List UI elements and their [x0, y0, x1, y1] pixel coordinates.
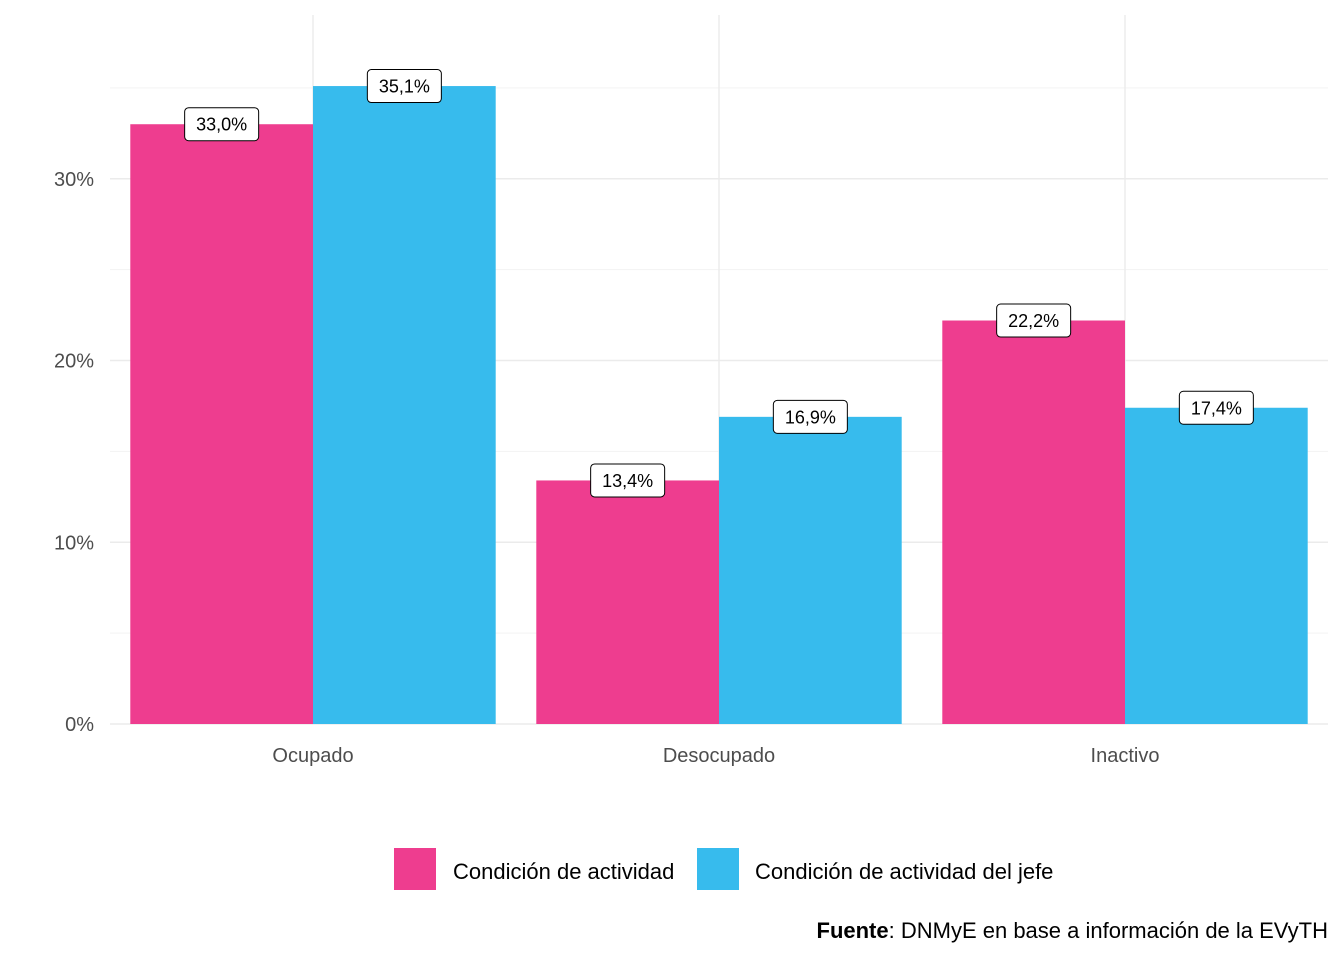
bar-chart: 0% 10% 20% 30% Ocupado Desocupado Inactivo 33…: [54, 15, 1328, 890]
legend-item: Condición de actividad del jefe: [697, 848, 1053, 890]
legend-swatch: [697, 848, 739, 890]
y-tick-label: 20%: [54, 351, 94, 373]
data-label-box: [1178, 390, 1254, 425]
data-label-text: 16,9%: [785, 407, 836, 427]
legend-label: Condición de actividad del jefe: [755, 859, 1053, 884]
y-tick-label: 0%: [65, 714, 94, 736]
data-label-text: 33,0%: [196, 115, 247, 135]
data-label-text: 22,2%: [1008, 311, 1059, 331]
caption-bold-label: Fuente: [816, 918, 889, 943]
data-label: 13,4%: [590, 463, 666, 498]
legend: Condición de actividad Condición de activ…: [394, 848, 1053, 890]
caption-text: : DNMyE en base a información de la EVyT…: [888, 918, 1328, 943]
x-tick-label: Ocupado: [272, 745, 353, 767]
legend-swatch: [394, 848, 436, 890]
y-tick-label: 30%: [54, 169, 94, 191]
data-label: 22,2%: [996, 303, 1072, 338]
y-tick-label: 10%: [54, 532, 94, 554]
x-tick-label: Inactivo: [1091, 745, 1160, 767]
bar: [313, 86, 496, 725]
data-label-text: 35,1%: [379, 77, 430, 97]
data-label: 17,4%: [1178, 390, 1254, 425]
y-axis-tick-labels: 0% 10% 20% 30%: [54, 169, 94, 736]
x-tick-label: Desocupado: [663, 745, 775, 767]
bar: [942, 320, 1125, 724]
x-axis-tick-labels: Ocupado Desocupado Inactivo: [272, 745, 1159, 767]
data-label-box: [996, 303, 1072, 338]
data-labels: 33,0% 35,1% 13,4% 16,9% 22,2% 17,4%: [184, 69, 1254, 498]
data-label: 16,9%: [772, 399, 848, 434]
data-label-text: 13,4%: [602, 471, 653, 491]
data-label-text: 17,4%: [1191, 398, 1242, 418]
legend-label: Condición de actividad: [453, 859, 674, 884]
data-label-box: [590, 463, 666, 498]
source-caption: Fuente: DNMyE en base a información de l…: [817, 918, 1329, 944]
data-label-box: [366, 69, 442, 104]
bar: [719, 416, 902, 724]
data-label-box: [772, 399, 848, 434]
data-label: 33,0%: [184, 107, 260, 142]
data-label: 35,1%: [366, 69, 442, 104]
bar: [1125, 407, 1308, 724]
legend-item: Condición de actividad: [394, 848, 674, 890]
bar: [536, 480, 719, 724]
bar: [130, 124, 313, 725]
bars: [130, 86, 1308, 725]
data-label-box: [184, 107, 260, 142]
